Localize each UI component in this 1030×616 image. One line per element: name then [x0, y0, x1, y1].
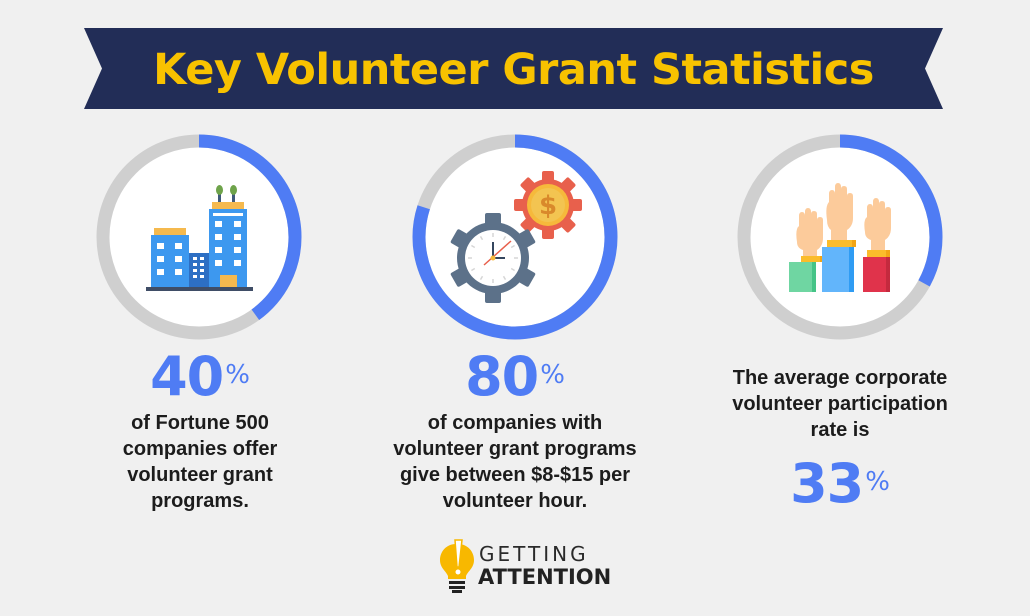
title-banner: Key Volunteer Grant Statistics [84, 28, 943, 109]
logo-line2: ATTENTION [478, 565, 612, 589]
office-buildings-icon [146, 185, 253, 291]
stat-block-fortune500: 40% of Fortune 500 companies offer volun… [80, 350, 320, 514]
stat-description: of Fortune 500 companies offer volunteer… [122, 412, 278, 512]
stat-value: 80% [465, 345, 565, 408]
percent-sign: % [540, 360, 565, 390]
getting-attention-logo: GETTING ATTENTION [438, 538, 618, 594]
lightbulb-exclamation-icon [440, 539, 474, 593]
stat-value: 40% [150, 345, 250, 408]
stat-ring-fortune500 [96, 134, 302, 340]
stat-block-grant-programs: 80% of companies with volunteer grant pr… [375, 350, 655, 514]
logo-line1: GETTING [479, 542, 589, 566]
stat-block-participation-rate: The average corporate volunteer particip… [700, 365, 980, 511]
page-title: Key Volunteer Grant Statistics [153, 44, 874, 95]
banner-ribbon-shape [84, 28, 943, 109]
raised-hands-icon [789, 183, 891, 292]
stat-description: of companies with volunteer grant progra… [393, 412, 637, 512]
stat-value: 33% [790, 452, 890, 515]
clock-gear-dollar-icon: $ [450, 171, 582, 303]
stat-ring-grant-programs: $ [412, 134, 618, 340]
svg-text:$: $ [539, 191, 557, 221]
percent-sign: % [865, 467, 890, 497]
stat-ring-participation-rate [737, 134, 943, 340]
percent-sign: % [225, 360, 250, 390]
stat-description: The average corporate volunteer particip… [732, 367, 948, 441]
